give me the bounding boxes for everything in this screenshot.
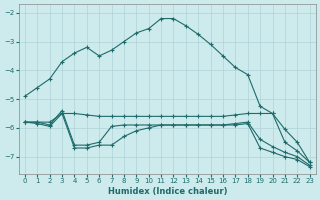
X-axis label: Humidex (Indice chaleur): Humidex (Indice chaleur) (108, 187, 227, 196)
